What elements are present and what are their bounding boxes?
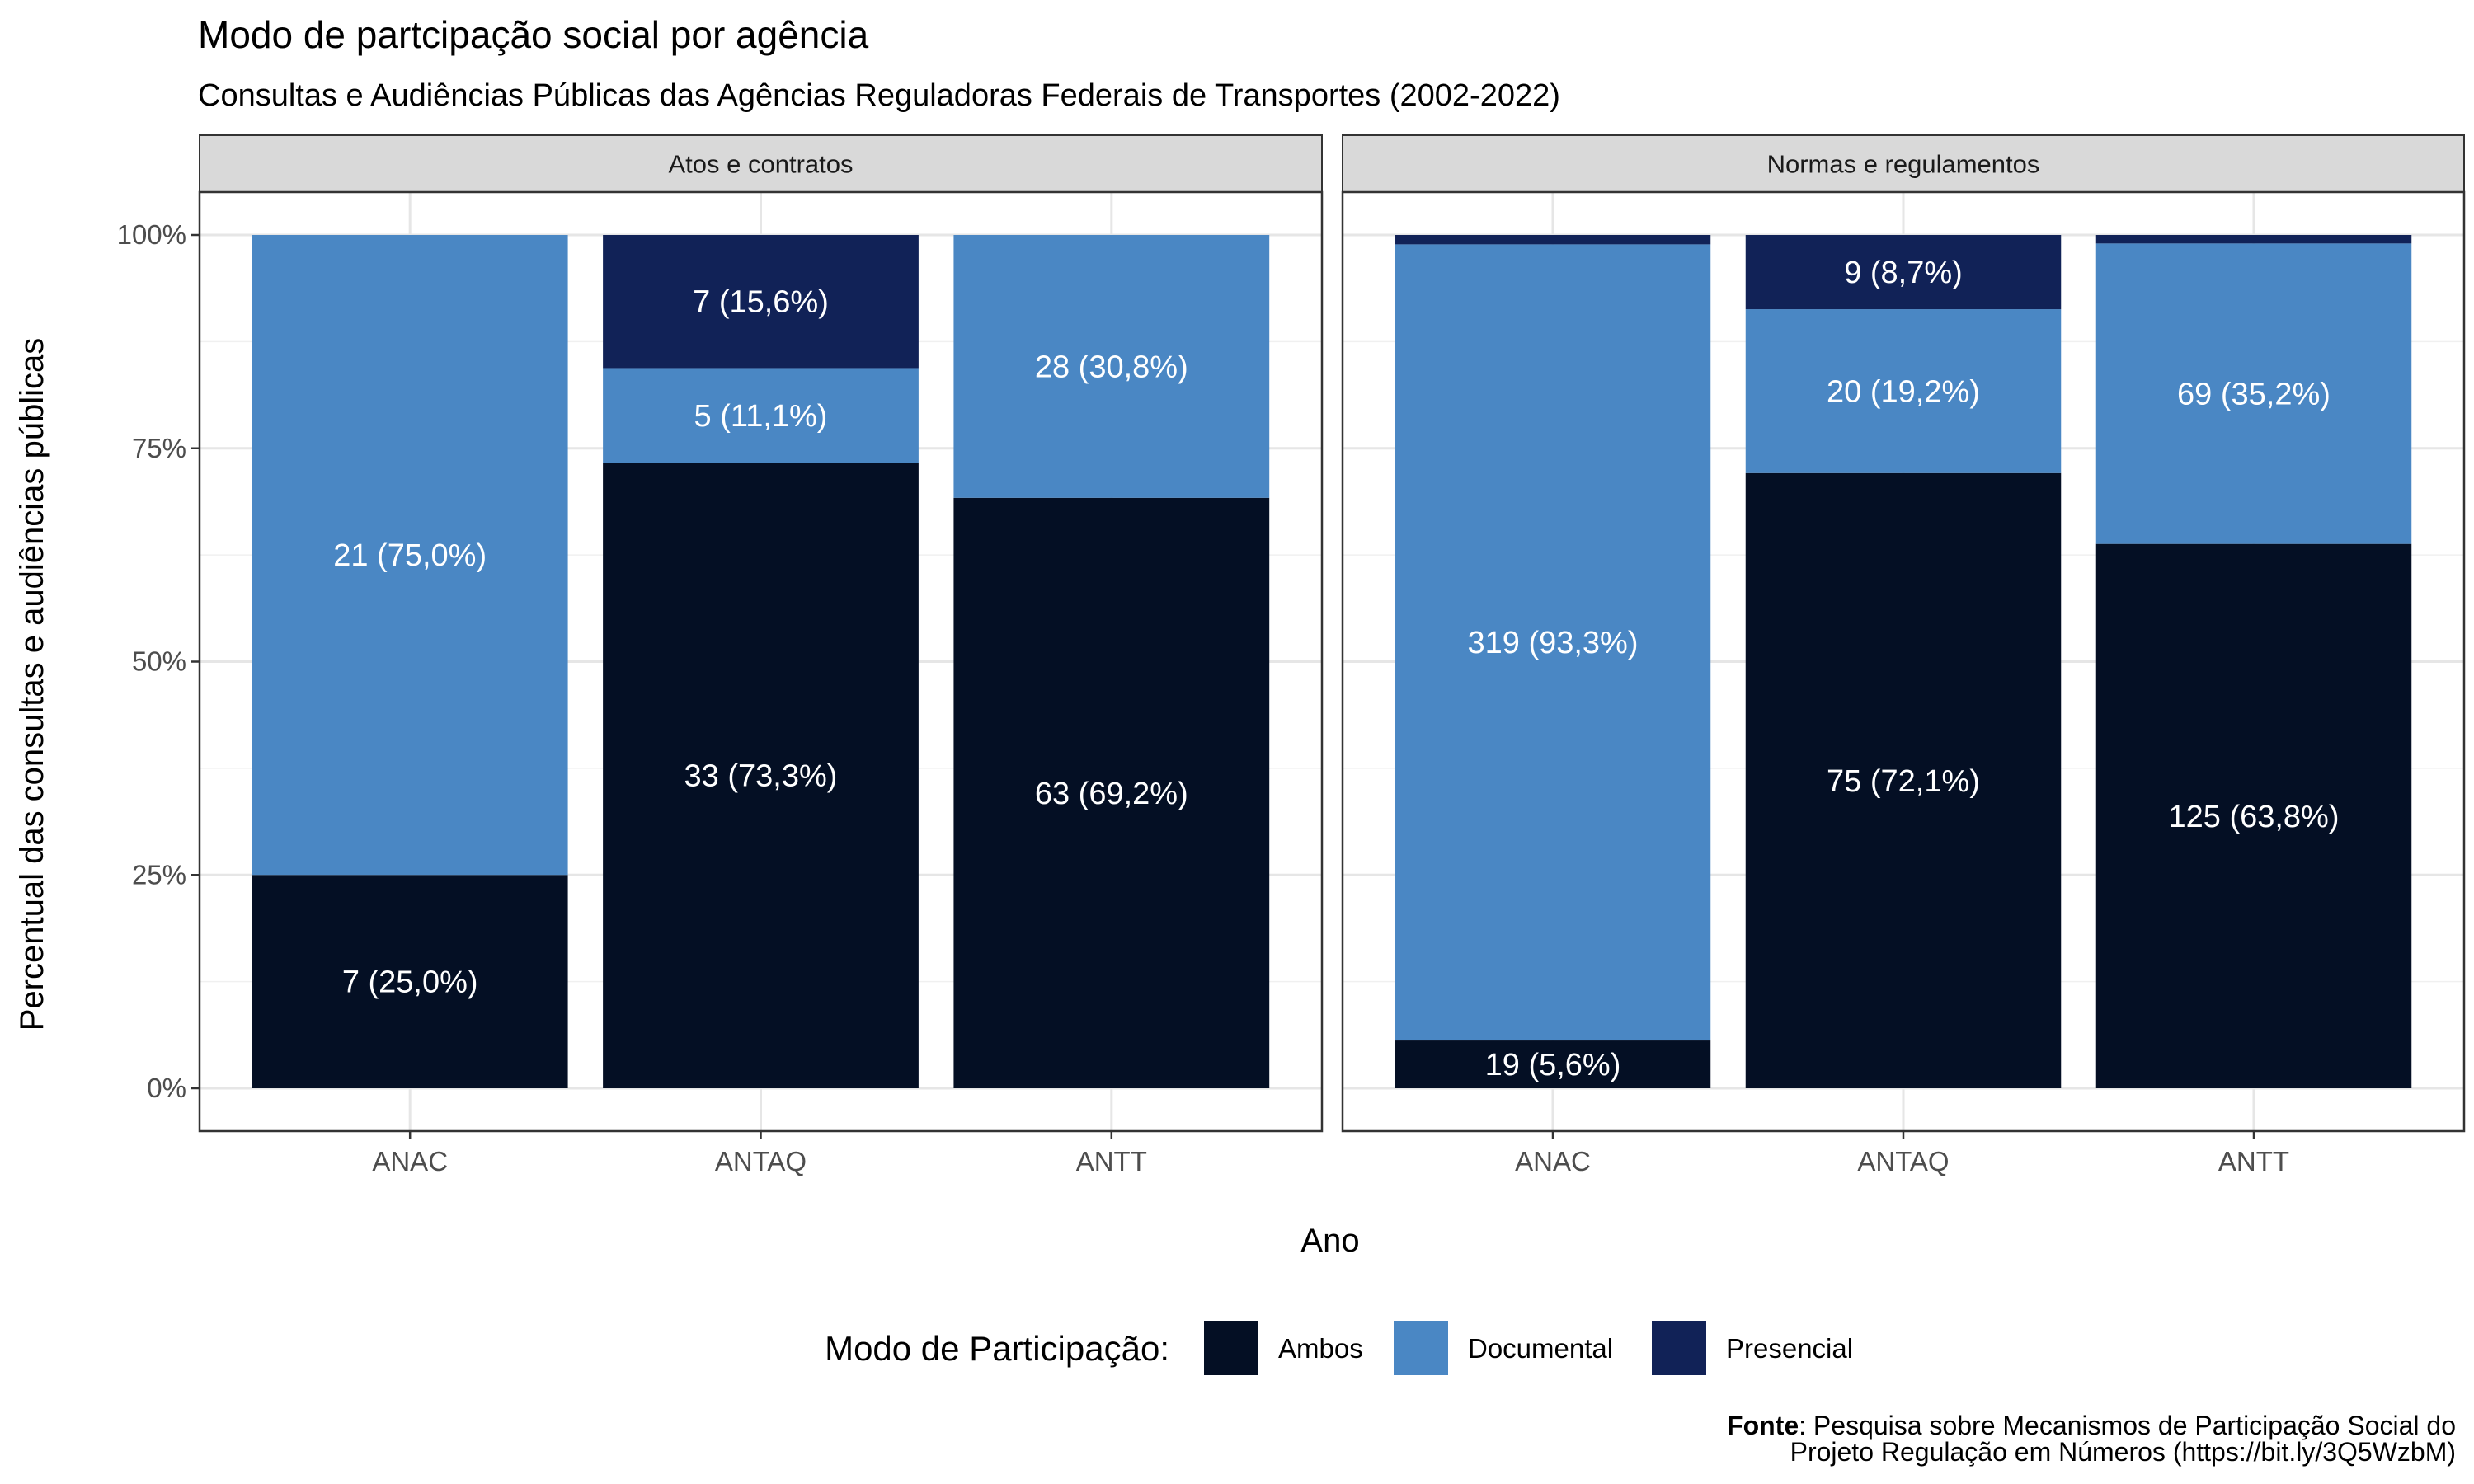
- x-tick-label: ANAC: [1515, 1146, 1591, 1176]
- chart-subtitle: Consultas e Audiências Públicas das Agên…: [198, 78, 1560, 113]
- data-label: 125 (63,8%): [2168, 800, 2339, 834]
- data-label: 19 (5,6%): [1485, 1048, 1621, 1082]
- data-label: 69 (35,2%): [2177, 378, 2331, 412]
- facet-panels: Atos e contratos 7 (25,0%) 21 (75,0%) 33 (7…: [117, 134, 2466, 1176]
- bar-segment-documental: [1745, 309, 2062, 473]
- caption-line-1: : Pesquisa sobre Mecanismos de Participa…: [1799, 1411, 2456, 1440]
- bar-antt: 125 (63,8%) 69 (35,2%): [2095, 235, 2412, 1088]
- bar-segment-ambos: [1745, 472, 2062, 1088]
- bar-anac: 7 (25,0%) 21 (75,0%): [252, 235, 568, 1088]
- data-label: 20 (19,2%): [1827, 374, 1980, 409]
- data-label: 75 (72,1%): [1827, 764, 1980, 799]
- x-tick-label: ANTT: [1076, 1146, 1147, 1176]
- legend-title: Modo de Participação:: [825, 1329, 1169, 1368]
- y-tick-label: 25%: [132, 859, 186, 890]
- bar-segment-presencial: [2095, 235, 2412, 244]
- data-label: 33 (73,3%): [684, 759, 838, 794]
- facet-strip-label: Atos e contratos: [668, 150, 853, 179]
- facet-strip-label: Normas e regulamentos: [1767, 150, 2040, 179]
- bar-segment-documental: [953, 235, 1270, 498]
- y-axis-title: Percentual das consultas e audiências pú…: [14, 338, 50, 1031]
- legend-item-documental: Documental: [1394, 1321, 1613, 1375]
- legend-key: [1394, 1321, 1448, 1375]
- facet-strip: [199, 134, 1323, 193]
- bar-antaq: 75 (72,1%) 20 (19,2%) 9 (8,7%): [1745, 235, 2062, 1088]
- caption-line-2: Projeto Regulação em Números (https://bi…: [1790, 1437, 2456, 1467]
- data-label: 5 (11,1%): [694, 399, 828, 434]
- bar-segment-presencial: [603, 235, 919, 369]
- y-tick-label: 100%: [117, 219, 186, 250]
- bar-segment-ambos: [2095, 543, 2412, 1088]
- bar-segment-presencial: [1395, 235, 1711, 245]
- x-tick-label: ANTAQ: [1857, 1146, 1949, 1176]
- legend-item-ambos: Ambos: [1204, 1321, 1363, 1375]
- y-tick-label: 50%: [132, 646, 186, 677]
- x-tick-label: ANAC: [372, 1146, 448, 1176]
- facet-atos-e-contratos: Atos e contratos 7 (25,0%) 21 (75,0%) 33 (7…: [117, 134, 1324, 1176]
- x-tick-label: ANTT: [2218, 1146, 2289, 1176]
- bar-segment-ambos: [1395, 1040, 1711, 1088]
- bar-segment-ambos: [252, 875, 568, 1088]
- bar-segment-documental: [2095, 243, 2412, 544]
- data-label: 7 (25,0%): [342, 965, 478, 1000]
- legend: Modo de Participação: Ambos Documental Pre…: [825, 1321, 1853, 1375]
- bar-segment-documental: [1395, 244, 1711, 1041]
- legend-label: Ambos: [1278, 1333, 1363, 1364]
- data-label: 21 (75,0%): [333, 538, 487, 573]
- legend-key: [1652, 1321, 1706, 1375]
- bar-segment-documental: [603, 368, 919, 463]
- data-label: 9 (8,7%): [1844, 256, 1963, 290]
- bar-antt: 63 (69,2%) 28 (30,8%): [953, 235, 1270, 1088]
- bar-segment-ambos: [953, 497, 1270, 1088]
- legend-label: Presencial: [1726, 1333, 1853, 1364]
- caption: Fonte: Pesquisa sobre Mecanismos de Part…: [1727, 1411, 2456, 1467]
- data-label: 63 (69,2%): [1035, 777, 1188, 811]
- bar-antaq: 33 (73,3%) 5 (11,1%) 7 (15,6%): [603, 235, 919, 1088]
- bar-segment-documental: [252, 235, 568, 876]
- svg-text:Fonte: Pesquisa sobre Mecanism: Fonte: Pesquisa sobre Mecanismos de Part…: [1727, 1411, 2456, 1440]
- chart-title: Modo de partcipação social por agência: [198, 13, 869, 56]
- bar-anac: 19 (5,6%) 319 (93,3%): [1395, 235, 1711, 1088]
- data-label: 319 (93,3%): [1467, 626, 1638, 660]
- legend-item-presencial: Presencial: [1652, 1321, 1853, 1375]
- legend-key: [1204, 1321, 1258, 1375]
- data-label: 7 (15,6%): [693, 285, 829, 320]
- legend-label: Documental: [1468, 1333, 1613, 1364]
- data-label: 28 (30,8%): [1035, 350, 1188, 384]
- bar-segment-presencial: [1745, 235, 2062, 310]
- facet-strip: [1342, 134, 2465, 193]
- y-tick-label: 0%: [147, 1073, 186, 1103]
- caption-source-label: Fonte: [1727, 1411, 1799, 1440]
- bar-segment-ambos: [603, 463, 919, 1088]
- facet-normas-e-regulamentos: Normas e regulamentos 19 (5,6%) 319 (93,3%…: [1341, 134, 2466, 1176]
- x-tick-label: ANTAQ: [715, 1146, 807, 1176]
- y-tick-label: 75%: [132, 433, 186, 463]
- x-axis-title: Ano: [1300, 1223, 1359, 1259]
